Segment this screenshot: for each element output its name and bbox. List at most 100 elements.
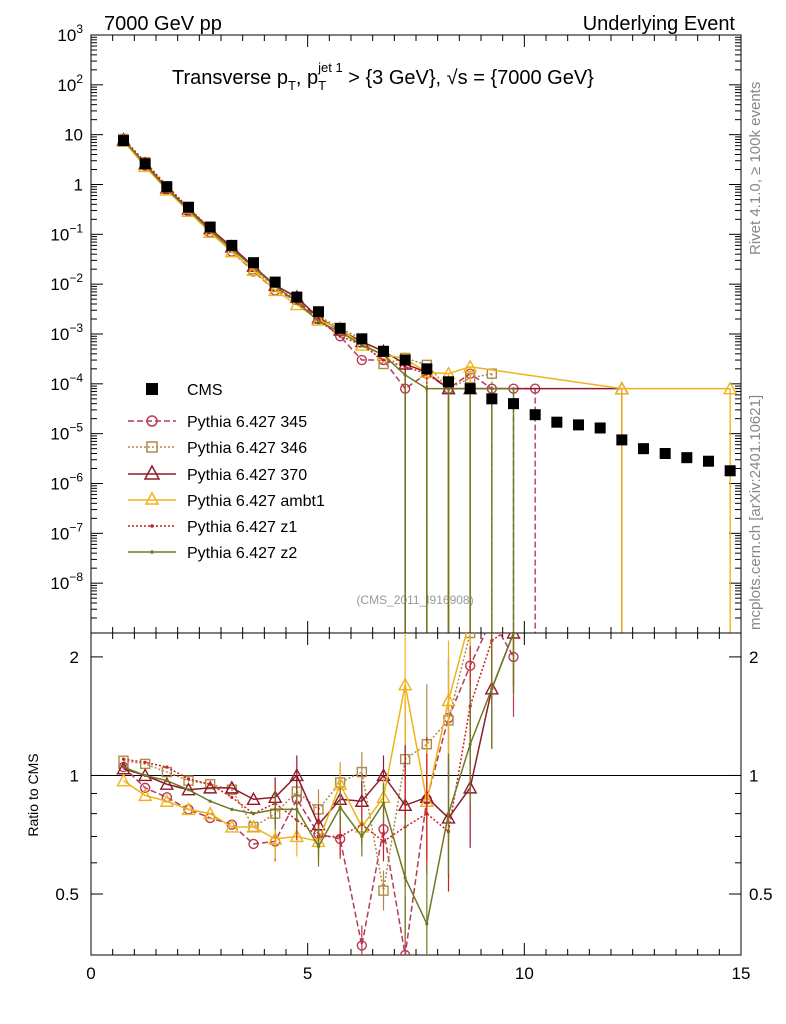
ratio-point [267, 831, 283, 845]
x-tick-label: 15 [732, 964, 751, 983]
ratio-point [208, 782, 212, 786]
y-tick-label: 10−3 [50, 321, 83, 344]
title-sup-jet: jet 1 [317, 60, 343, 75]
data-point [226, 239, 238, 251]
data-point [204, 221, 216, 233]
header-left: 7000 GeV pp [104, 13, 222, 35]
legend-label-346: Pythia 6.427 346 [187, 440, 307, 457]
mc-point [490, 387, 494, 391]
ratio-point [224, 780, 240, 794]
plot-title: Transverse pT, pTjet 1 > {3 GeV}, √s = {… [172, 60, 594, 93]
y-tick-label: 10−8 [50, 570, 83, 593]
ratio-point [338, 834, 342, 839]
ratio-y-tick-label: 1 [70, 766, 79, 785]
ratio-point [360, 834, 364, 839]
legend-label-z2: Pythia 6.427 z2 [187, 545, 297, 562]
ratio-point [202, 806, 218, 820]
title-sub-2: T [318, 78, 326, 93]
ratio-point [425, 812, 429, 816]
ratio-point [446, 812, 451, 816]
series-line-p345 [122, 139, 536, 390]
legend-marker-z1 [150, 524, 154, 528]
ratio-y-tick-label: 0.5 [55, 885, 79, 904]
ratio-point [181, 801, 196, 816]
ratio-point [186, 777, 191, 781]
ratio-point [295, 807, 299, 811]
ratio-point [139, 782, 151, 794]
data-point [529, 409, 541, 421]
ratio-series-z2 [121, 633, 516, 955]
title-sub-1: T [288, 78, 296, 93]
ratio-point [246, 819, 261, 833]
ratio-y-tick-label-right: 1 [749, 766, 758, 785]
data-point [269, 276, 281, 288]
ratio-frame-border [90, 632, 742, 956]
ratio-point [143, 760, 147, 764]
ratio-point [468, 742, 472, 746]
legend-label-370: Pythia 6.427 370 [187, 467, 307, 484]
ratio-point [441, 693, 456, 707]
ratio-point [143, 773, 147, 778]
mc-point [311, 312, 326, 326]
ratio-point [511, 633, 516, 635]
y-tick-label: 10−6 [50, 471, 83, 494]
data-point [573, 419, 584, 431]
legend: CMS Pythia 6.427 345 Pythia 6.427 346 Py… [128, 382, 325, 562]
data-point [118, 135, 129, 147]
ratio-point [378, 885, 389, 896]
mc-point [614, 381, 630, 395]
ratio-point [399, 949, 411, 955]
ratio-point [273, 807, 277, 811]
legend-marker-cms [146, 383, 158, 395]
x-tick-label: 10 [515, 964, 534, 983]
y-tick-label: 10−5 [50, 421, 83, 444]
ratio-point [208, 799, 212, 803]
ratio-point [251, 812, 256, 816]
data-point [724, 465, 736, 477]
data-point [334, 322, 346, 334]
ratio-y-tick-label-right: 2 [749, 648, 758, 667]
data-point [248, 257, 259, 269]
legend-marker-345 [146, 415, 158, 427]
data-point [443, 376, 454, 388]
data-point [659, 447, 671, 459]
ratio-point [165, 765, 169, 769]
ratio-series [116, 633, 521, 955]
data-point [681, 452, 693, 464]
series-p346 [118, 133, 498, 633]
analysis-id: (CMS_2011_I916908) [356, 593, 473, 607]
mc-point [425, 387, 429, 391]
y-tick-label: 10−2 [50, 271, 83, 294]
ratio-point [316, 844, 321, 849]
mc-point [403, 373, 407, 377]
legend-label-z1: Pythia 6.427 z1 [187, 519, 297, 536]
side-mcplots-label: mcplots.cern.ch [arXiv:2401.10621] [747, 395, 764, 630]
data-point [313, 306, 324, 318]
ratio-point [356, 940, 368, 951]
y-tick-label: 102 [57, 72, 83, 95]
series-line-p346 [122, 138, 492, 390]
ratio-point [224, 819, 240, 833]
ratio-point [397, 677, 413, 691]
ratio-point [338, 805, 342, 809]
data-point [139, 158, 151, 170]
y-tick-label: 1 [74, 176, 83, 195]
data-point [594, 422, 606, 434]
ratio-y-tick-label: 2 [70, 648, 79, 667]
header-right: Underlying Event [583, 13, 736, 35]
series-line-p370 [122, 139, 622, 390]
mc-point [403, 365, 407, 369]
y-tick-label: 103 [57, 22, 83, 45]
y-tick-label: 10−1 [50, 221, 83, 244]
mc-point [338, 334, 342, 338]
title-part-2: , p [296, 67, 318, 89]
ratio-point [230, 807, 234, 811]
ratio-point [381, 801, 386, 805]
ratio-point [204, 779, 216, 790]
ratio-point [289, 828, 305, 843]
ratio-point [248, 838, 259, 850]
series-line-z2 [122, 139, 514, 390]
ratio-point [137, 787, 153, 802]
x-tick-label: 0 [86, 964, 95, 983]
